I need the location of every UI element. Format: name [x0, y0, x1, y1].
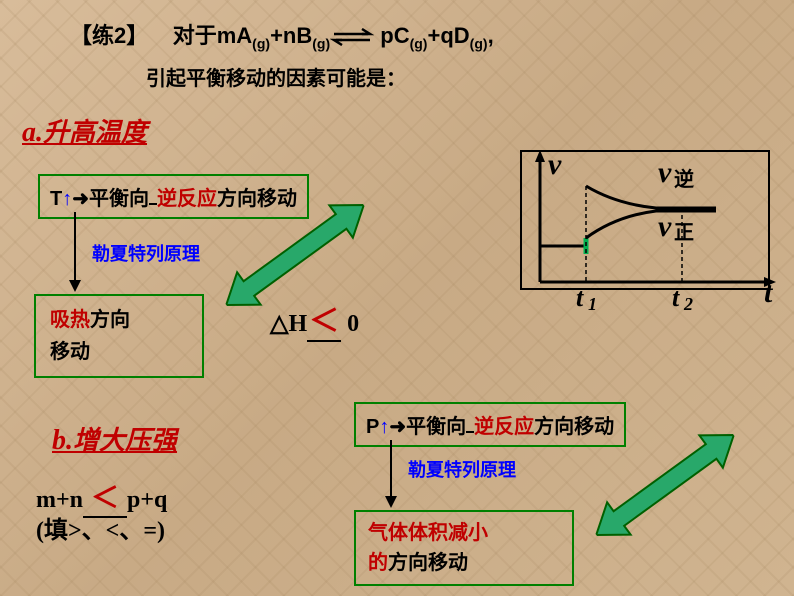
box2-text1: 方向	[90, 309, 130, 331]
heading-b-letter: b.	[52, 425, 73, 456]
heading-a-letter: a.	[22, 117, 43, 148]
box3-suffix: 方向移动	[534, 416, 614, 438]
eq-end: ,	[488, 23, 494, 48]
blank-underline-3	[466, 431, 474, 433]
box4-black1: 的	[368, 552, 388, 574]
sub-g4: (g)	[470, 35, 488, 51]
exercise-title: 【练2】 对于mA(g)+nB(g) pC(g)+qD(g),	[70, 18, 494, 51]
box4-red: 气体体积减小	[368, 522, 488, 544]
svg-text:正: 正	[674, 222, 694, 244]
principle-label-1: 勒夏特列原理	[92, 240, 200, 266]
box1-answer: 逆反应	[157, 188, 217, 210]
eq-ma: mA	[217, 23, 252, 48]
svg-text:t: t	[576, 283, 584, 312]
sub-g1: (g)	[252, 35, 270, 51]
t-letter: T	[50, 188, 62, 210]
box1-suffix: 方向移动	[217, 188, 297, 210]
box1-prefix: 平衡向	[89, 188, 149, 210]
box3-prefix: 平衡向	[406, 416, 466, 438]
eq-qd: +qD	[427, 23, 469, 48]
equation-prefix: 对于	[173, 23, 217, 48]
svg-text:1: 1	[588, 294, 597, 314]
eq-pc: pC	[374, 23, 409, 48]
subtitle: 引起平衡移动的因素可能是：	[146, 62, 406, 91]
up-arrow-icon: ↑	[62, 188, 72, 210]
right-arrow-icon: ➜	[72, 188, 89, 210]
equilibrium-arrow-icon	[330, 28, 374, 46]
heading-a: a.升高温度	[22, 112, 147, 149]
heading-b-text: 增大压强	[73, 425, 177, 455]
box-temperature: T↑➜平衡向逆反应方向移动	[38, 174, 309, 219]
right-arrow-icon-2: ➜	[389, 416, 406, 438]
dh-zero: 0	[347, 311, 359, 337]
box3-answer: 逆反应	[474, 416, 534, 438]
bracket: 【练2】	[70, 23, 148, 48]
blank-underline	[149, 203, 157, 205]
fill-instruction: (填>、<、=)	[36, 510, 165, 545]
dh-relation: ＜	[309, 305, 339, 338]
eq-nb: +nB	[270, 23, 312, 48]
delta-symbol: △	[270, 311, 288, 337]
down-arrow-icon-2	[390, 440, 392, 506]
heading-a-text: 升高温度	[43, 117, 147, 147]
svg-text:逆: 逆	[674, 167, 694, 191]
box2-red: 吸热	[50, 309, 90, 331]
svg-text:v: v	[548, 148, 562, 181]
sub-g3: (g)	[410, 35, 428, 51]
box4-black2: 方向移动	[388, 552, 468, 574]
box-volume: 气体体积减小 的方向移动	[354, 510, 574, 586]
box-endothermic: 吸热方向 移动	[34, 294, 204, 378]
down-arrow-icon	[74, 212, 76, 290]
heading-b: b.增大压强	[52, 420, 177, 457]
blank-underline-dh: ＜	[307, 296, 341, 342]
up-arrow-icon-2: ↑	[379, 416, 389, 438]
svg-text:2: 2	[683, 294, 693, 314]
sub-g2: (g)	[312, 35, 330, 51]
svg-text:v: v	[658, 210, 672, 243]
delta-h-expression: △H＜ 0	[270, 296, 359, 342]
p-letter: P	[366, 416, 379, 438]
box2-text2: 移动	[50, 341, 90, 363]
h-letter: H	[288, 311, 307, 337]
principle-label-2: 勒夏特列原理	[408, 456, 516, 482]
svg-text:t: t	[672, 283, 680, 312]
svg-text:v: v	[658, 156, 672, 189]
box-pressure: P↑➜平衡向逆反应方向移动	[354, 402, 626, 447]
rate-time-chart: v v 逆 v 正 t 1 t 2 t	[516, 146, 786, 316]
